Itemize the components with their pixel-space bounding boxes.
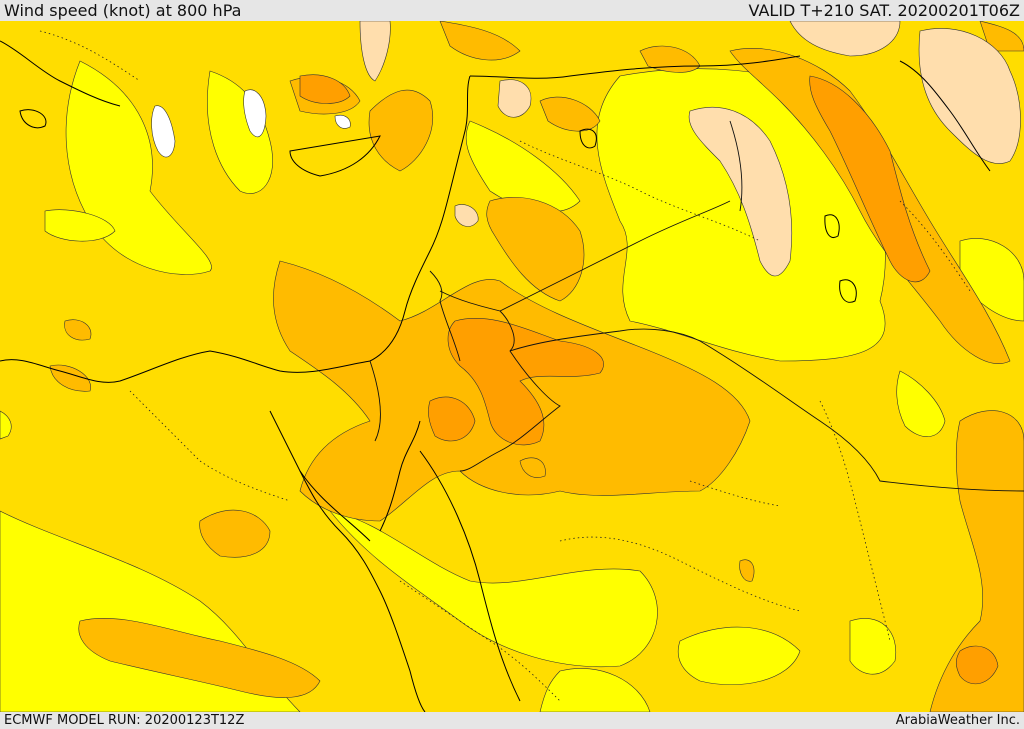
- valid-time-label: VALID T+210 SAT. 20200201T06Z: [748, 1, 1020, 20]
- peach-zones: [359, 21, 1021, 277]
- map-title: Wind speed (knot) at 800 hPa: [4, 1, 242, 20]
- dotted-contours: [39, 30, 971, 702]
- credit-label: ArabiaWeather Inc.: [895, 713, 1020, 728]
- map-footer: ECMWF MODEL RUN: 20200123T12Z ArabiaWeat…: [0, 712, 1024, 729]
- coastlines: [0, 40, 991, 712]
- political-borders: [369, 120, 1024, 492]
- calm-zones: [151, 89, 351, 158]
- orange-zones: [299, 74, 999, 685]
- map-header: Wind speed (knot) at 800 hPa VALID T+210…: [0, 0, 1024, 21]
- model-run-label: ECMWF MODEL RUN: 20200123T12Z: [4, 713, 245, 728]
- wind-speed-map[interactable]: [0, 21, 1024, 712]
- map-canvas: [0, 21, 1024, 712]
